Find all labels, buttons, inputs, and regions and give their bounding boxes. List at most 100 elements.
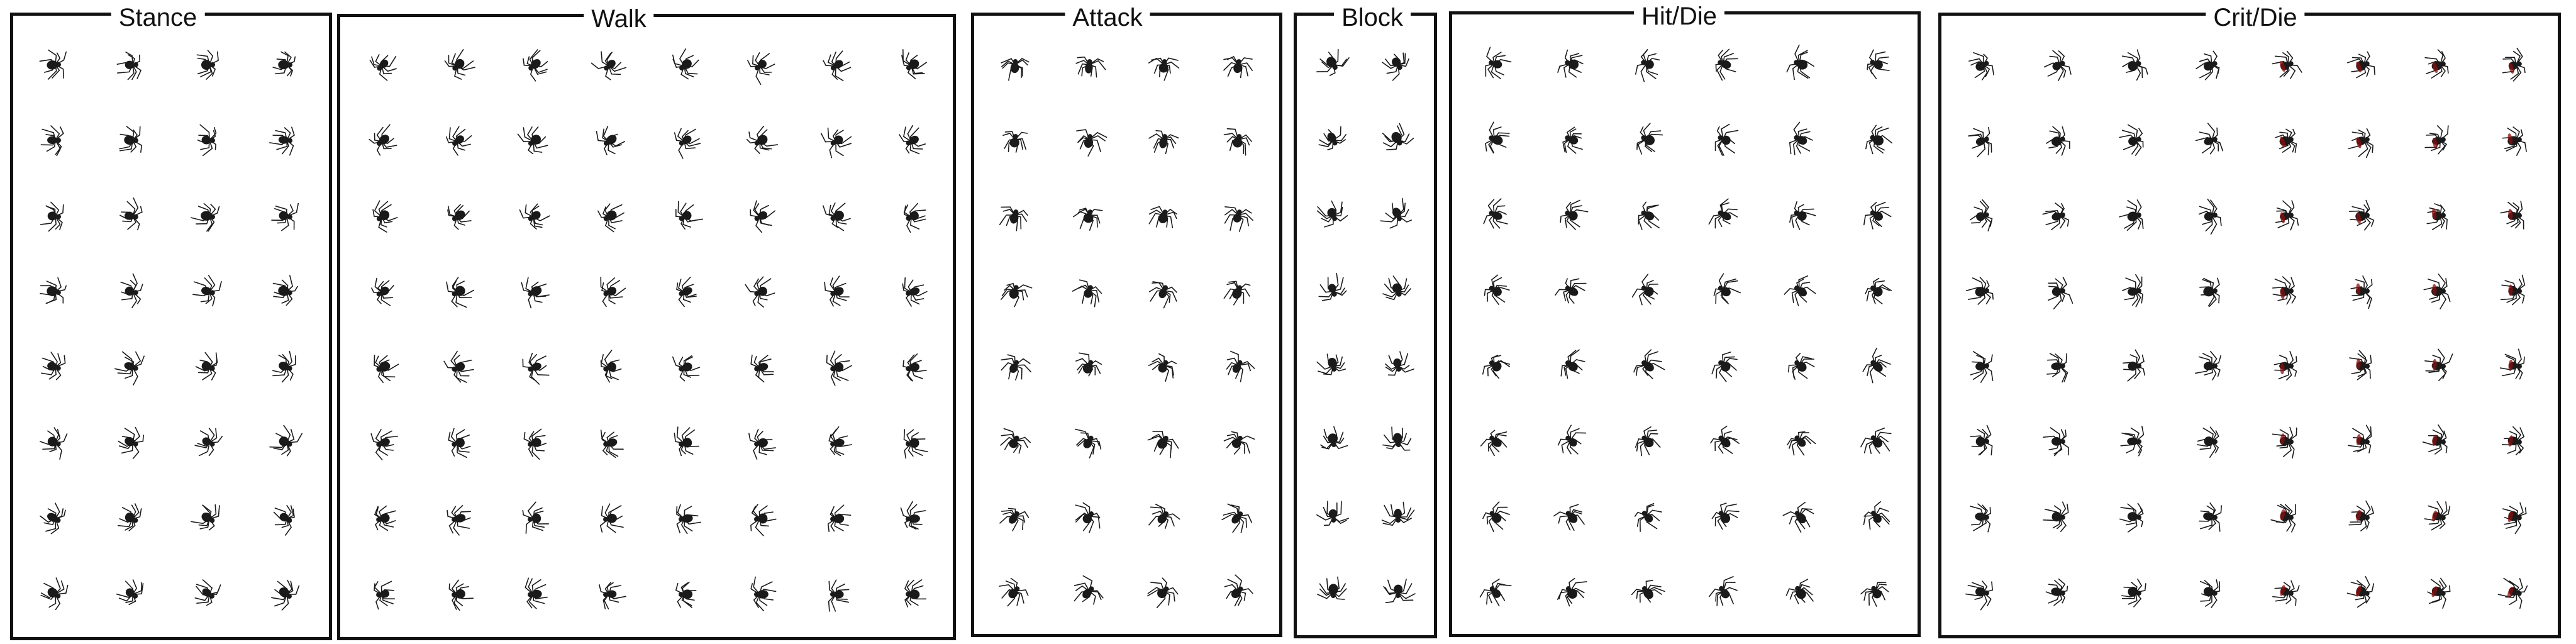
spider-sprite-icon: [1635, 49, 1660, 82]
spider-abdomen: [279, 211, 289, 220]
spider-abdomen: [379, 210, 390, 221]
spider-sprite-icon: [2121, 274, 2143, 308]
spider-leg: [833, 367, 841, 381]
spider-leg: [677, 201, 685, 218]
spider-leg: [1001, 433, 1016, 441]
spider-leg: [1226, 357, 1239, 367]
panel-crit-die: Crit/Die: [1938, 5, 2561, 638]
spider-abdomen: [455, 286, 466, 296]
spider-abdomen: [1568, 59, 1579, 70]
spider-leg: [2357, 592, 2367, 608]
spider-sprite-icon: [2043, 50, 2072, 81]
spider-head: [1718, 135, 1723, 140]
spider-sprite-icon: [1969, 425, 1992, 456]
spider-leg: [684, 141, 696, 150]
spider-sprite-icon: [1000, 428, 1031, 454]
spider-head: [376, 216, 382, 221]
spider-leg: [2363, 214, 2371, 231]
spider-sprite-icon: [114, 351, 145, 386]
spider-head: [830, 441, 835, 447]
spider-sprite-icon: [522, 49, 548, 82]
spider-leg: [826, 355, 836, 369]
spider-leg: [1637, 515, 1648, 528]
spider-head: [1163, 360, 1169, 365]
spider-abdomen: [1721, 60, 1731, 69]
spider-head: [2440, 288, 2446, 294]
spider-sprite-icon: [374, 505, 396, 531]
spider-leg: [1226, 282, 1239, 291]
spider-leg: [1089, 135, 1106, 142]
spider-head: [754, 592, 760, 597]
spider-head: [376, 441, 382, 447]
spider-head: [1718, 586, 1724, 591]
spider-head: [754, 366, 760, 372]
spider-head: [1238, 586, 1243, 592]
blood-splatter: [2280, 433, 2285, 445]
spider-leg: [199, 442, 211, 457]
spider-leg: [131, 64, 137, 80]
blood-splatter: [2431, 284, 2436, 296]
spider-abdomen: [202, 588, 212, 597]
spider-head: [2440, 515, 2446, 521]
spider-leg: [1320, 214, 1334, 223]
spider-head: [1642, 586, 1648, 592]
spider-head: [1488, 135, 1494, 141]
spider-head: [2212, 364, 2218, 369]
spider-leg: [2133, 365, 2141, 380]
spider-head: [133, 441, 138, 447]
spider-sprite-icon: [369, 124, 397, 156]
spider-leg: [2512, 64, 2521, 82]
spider-abdomen: [1873, 362, 1883, 372]
spider-abdomen: [1568, 362, 1578, 372]
spider-leg: [1721, 352, 1731, 366]
spider-head: [133, 138, 138, 143]
spider-abdomen: [125, 437, 135, 447]
spider-head: [377, 65, 382, 71]
spider-leg: [1638, 213, 1648, 230]
spider-head: [1489, 210, 1494, 216]
spider-leg: [2515, 348, 2522, 367]
spider-leg: [1789, 138, 1800, 155]
spider-leg: [753, 576, 761, 595]
spider-sprite-icon: [2502, 502, 2527, 535]
spider-head: [286, 518, 292, 523]
spider-abdomen: [1643, 588, 1654, 599]
spider-sprite-icon: [1075, 502, 1101, 533]
spider-leg: [2438, 365, 2446, 382]
spider-sprite-icon: [1226, 351, 1255, 382]
spider-sprite-icon: [828, 579, 850, 612]
spider-abdomen: [758, 60, 767, 69]
spider-leg: [1792, 138, 1800, 155]
spider-leg: [2514, 365, 2521, 380]
spider-head: [1014, 435, 1019, 441]
spider-head: [1641, 511, 1647, 516]
spider-head: [1870, 435, 1876, 441]
spider-leg: [1316, 514, 1334, 521]
spider-leg: [601, 354, 609, 369]
spider-head: [2288, 515, 2294, 521]
spider-leg: [2211, 64, 2219, 79]
spider-head: [1396, 442, 1401, 448]
spider-sprite-icon: [2272, 427, 2297, 459]
spider-sprite-icon: [1860, 582, 1889, 607]
spider-abdomen: [1975, 436, 1985, 447]
spider-sprite-icon: [822, 202, 851, 231]
spider-abdomen: [682, 514, 693, 523]
spider-leg: [1636, 440, 1648, 452]
spider-sprite-icon: [1782, 502, 1814, 533]
spider-leg: [2127, 592, 2138, 605]
spider-head: [287, 290, 292, 296]
spider-head: [2212, 136, 2218, 142]
spider-leg: [125, 594, 133, 603]
spider-leg: [379, 594, 388, 606]
spider-sprite-icon: [750, 504, 777, 536]
spider-leg: [2508, 592, 2517, 606]
spider-abdomen: [2203, 61, 2214, 71]
spider-sprite-icon: [446, 277, 475, 308]
blood-splatter: [2355, 509, 2361, 521]
spider-sprite-icon: [1708, 576, 1738, 606]
spider-head: [2136, 287, 2141, 293]
spider-abdomen: [1326, 208, 1336, 218]
spider-head: [905, 516, 911, 522]
spider-sprite-icon: [2273, 351, 2297, 381]
